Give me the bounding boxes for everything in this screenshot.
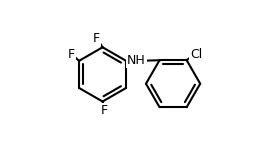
Text: F: F [68, 48, 75, 61]
Text: Cl: Cl [190, 48, 202, 61]
Text: F: F [93, 32, 100, 45]
Text: F: F [101, 104, 108, 117]
Text: NH: NH [127, 54, 145, 67]
